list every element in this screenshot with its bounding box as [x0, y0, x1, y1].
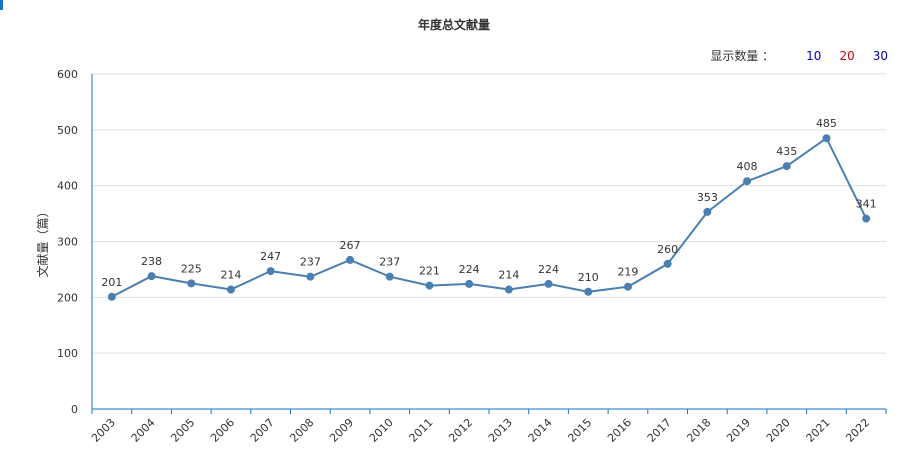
data-point	[703, 207, 712, 216]
data-label: 341	[856, 198, 877, 211]
x-tick-label: 2010	[367, 416, 396, 445]
corner-marker	[0, 0, 3, 10]
x-tick-label: 2007	[248, 416, 277, 445]
y-tick-label: 600	[57, 68, 78, 81]
y-tick-label: 200	[57, 291, 78, 304]
x-tick-label: 2004	[129, 416, 158, 445]
data-point	[743, 177, 752, 186]
data-label: 267	[340, 239, 361, 252]
data-point	[425, 281, 434, 290]
data-label: 237	[379, 256, 400, 269]
series-line	[111, 136, 868, 298]
data-label: 210	[578, 271, 599, 284]
data-label: 237	[300, 256, 321, 269]
x-tick-label: 2011	[407, 416, 436, 445]
display-count-bar: 显示数量 ： 10 20 30	[710, 47, 888, 64]
data-label: 214	[498, 269, 519, 282]
data-label: 260	[657, 243, 678, 256]
x-tick-label: 2015	[565, 416, 594, 445]
y-tick-label: 500	[57, 124, 78, 137]
data-point	[862, 214, 871, 223]
y-axis-title: 文献量（篇）	[35, 205, 50, 277]
data-label: 247	[260, 250, 281, 263]
data-label: 214	[220, 269, 241, 282]
x-tick-label: 2003	[89, 416, 118, 445]
display-count-10[interactable]: 10	[806, 48, 822, 63]
data-label: 224	[459, 263, 480, 276]
data-point	[107, 292, 116, 301]
x-tick-label: 2006	[208, 416, 237, 445]
data-point	[465, 279, 474, 288]
data-label: 225	[181, 262, 202, 275]
x-tick-label: 2012	[446, 416, 475, 445]
data-label: 224	[538, 263, 559, 276]
x-tick-label: 2017	[645, 416, 674, 445]
data-label: 221	[419, 265, 440, 278]
x-tick-label: 2021	[804, 416, 833, 445]
x-tick-label: 2014	[526, 416, 555, 445]
data-point	[226, 285, 235, 294]
x-tick-label: 2022	[843, 416, 872, 445]
data-point	[306, 272, 315, 281]
x-tick-label: 2013	[486, 416, 515, 445]
data-label: 435	[776, 145, 797, 158]
display-count-20[interactable]: 20	[839, 48, 855, 63]
data-point	[663, 259, 672, 268]
data-point	[266, 267, 275, 276]
y-tick-label: 100	[57, 347, 78, 360]
data-label: 353	[697, 191, 718, 204]
data-point	[187, 279, 196, 288]
display-count-30[interactable]: 30	[872, 48, 888, 63]
display-count-label: 显示数量 ：	[710, 49, 775, 63]
x-tick-label: 2018	[684, 416, 713, 445]
data-label: 238	[141, 255, 162, 268]
x-tick-label: 2016	[605, 416, 634, 445]
x-tick-label: 2009	[327, 416, 356, 445]
y-tick-label: 0	[71, 403, 78, 416]
data-label: 201	[101, 276, 122, 289]
y-tick-label: 400	[57, 180, 78, 193]
data-point	[147, 272, 156, 281]
data-point	[623, 282, 632, 291]
x-tick-label: 2005	[168, 416, 197, 445]
data-label: 485	[816, 117, 837, 130]
data-label: 219	[617, 266, 638, 279]
x-tick-label: 2019	[724, 416, 753, 445]
data-point	[504, 285, 513, 294]
data-point	[782, 162, 791, 171]
data-point	[584, 287, 593, 296]
x-tick-label: 2008	[287, 416, 316, 445]
data-point	[544, 279, 553, 288]
y-tick-label: 300	[57, 236, 78, 249]
data-point	[346, 255, 355, 264]
chart-title: 年度总文献量	[417, 18, 490, 32]
data-point	[385, 272, 394, 281]
data-point	[822, 134, 831, 143]
x-tick-label: 2020	[764, 416, 793, 445]
data-label: 408	[737, 160, 758, 173]
